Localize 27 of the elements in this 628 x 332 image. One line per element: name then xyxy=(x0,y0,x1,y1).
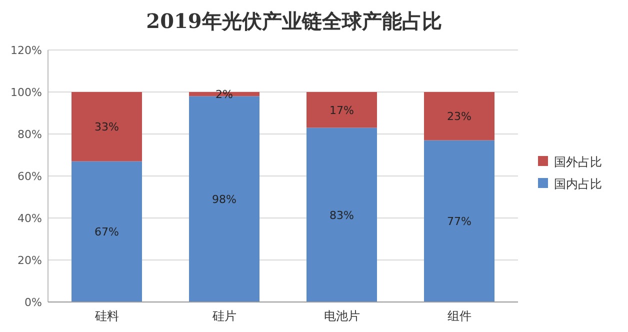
bar xyxy=(306,128,377,302)
legend-label: 国外占比 xyxy=(554,155,602,169)
y-tick-label: 100% xyxy=(10,86,42,99)
bar xyxy=(72,92,142,162)
x-tick-label: 硅料 xyxy=(94,309,119,323)
x-tick-label: 电池片 xyxy=(324,309,360,323)
chart-title: 2019年光伏产业链全球产能占比 xyxy=(146,9,442,33)
data-label: 83% xyxy=(330,208,354,222)
bar xyxy=(424,140,494,302)
y-tick-label: 80% xyxy=(18,128,42,141)
y-tick-label: 20% xyxy=(18,254,42,267)
bar xyxy=(424,92,494,140)
y-tick-label: 120% xyxy=(10,44,42,57)
bar xyxy=(72,161,142,302)
data-label: 23% xyxy=(447,110,472,124)
data-label: 67% xyxy=(94,226,119,239)
data-label: 98% xyxy=(212,193,236,206)
data-label: 33% xyxy=(94,120,119,134)
data-label: 77% xyxy=(447,215,472,228)
x-tick-label: 组件 xyxy=(447,309,472,323)
y-tick-label: 60% xyxy=(18,170,42,183)
legend-label: 国内占比 xyxy=(554,177,602,191)
bar xyxy=(306,92,377,128)
data-label: 17% xyxy=(330,104,354,117)
y-tick-label: 0% xyxy=(24,296,42,309)
x-tick-label: 硅片 xyxy=(211,309,236,323)
y-tick-label: 40% xyxy=(18,212,42,225)
